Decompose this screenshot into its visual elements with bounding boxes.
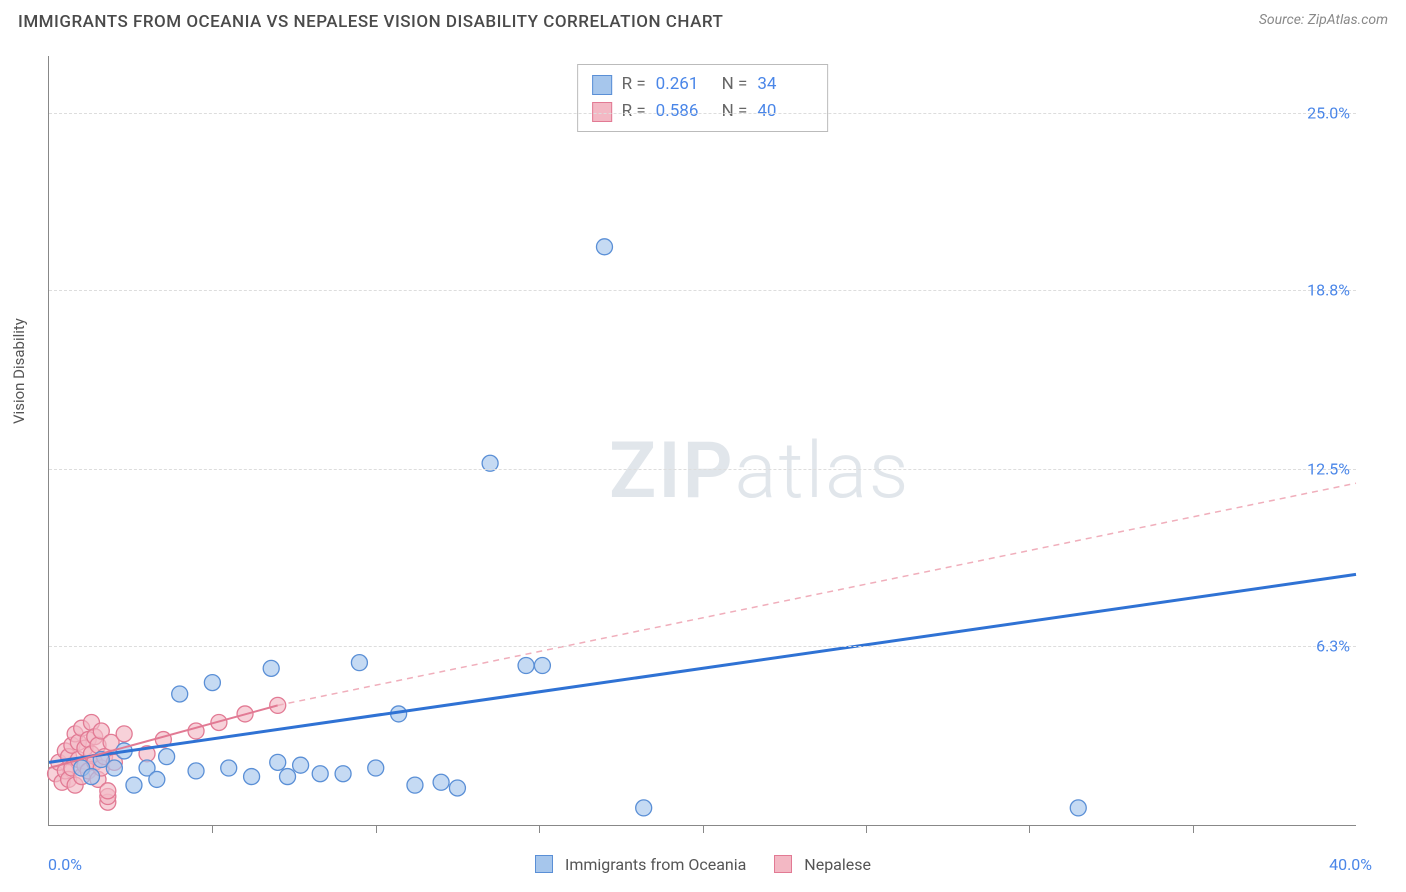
data-point	[1070, 800, 1086, 816]
data-point	[335, 766, 351, 782]
data-point	[263, 660, 279, 676]
x-tick	[703, 825, 704, 833]
data-point	[534, 658, 550, 674]
data-point	[636, 800, 652, 816]
chart-header: IMMIGRANTS FROM OCEANIA VS NEPALESE VISI…	[0, 0, 1406, 38]
data-point	[280, 769, 296, 785]
x-tick	[1029, 825, 1030, 833]
legend-swatch-nepalese-bottom	[774, 855, 792, 873]
data-point	[433, 774, 449, 790]
data-point	[116, 726, 132, 742]
series-legend: Immigrants from Oceania Nepalese	[0, 855, 1406, 874]
data-point	[126, 777, 142, 793]
data-point	[518, 658, 534, 674]
gridline	[49, 469, 1356, 470]
chart-area: Vision Disability ZIPatlas R = 0.261 N =…	[0, 44, 1406, 892]
data-point	[221, 760, 237, 776]
data-point	[106, 760, 122, 776]
data-point	[407, 777, 423, 793]
x-tick	[376, 825, 377, 833]
chart-source: Source: ZipAtlas.com	[1259, 12, 1388, 28]
y-axis-label: Vision Disability	[10, 318, 28, 424]
legend-label-oceania: Immigrants from Oceania	[565, 855, 746, 874]
trend-line-extrapolated	[278, 483, 1356, 705]
legend-swatch-oceania-bottom	[535, 855, 553, 873]
data-point	[159, 749, 175, 765]
data-point	[83, 769, 99, 785]
data-point	[244, 769, 260, 785]
data-point	[100, 783, 116, 799]
gridline	[49, 290, 1356, 291]
y-tick-label: 6.3%	[1316, 636, 1350, 655]
source-prefix: Source:	[1259, 12, 1308, 28]
data-point	[149, 771, 165, 787]
y-tick-label: 25.0%	[1307, 103, 1350, 122]
data-point	[188, 763, 204, 779]
legend-label-nepalese: Nepalese	[804, 855, 871, 874]
data-point	[596, 239, 612, 255]
data-point	[293, 757, 309, 773]
data-point	[204, 675, 220, 691]
plot-region: ZIPatlas R = 0.261 N = 34 R = 0.586 N = …	[48, 56, 1356, 826]
x-tick	[866, 825, 867, 833]
series-legend-item-oceania: Immigrants from Oceania	[535, 855, 746, 874]
data-point	[449, 780, 465, 796]
gridline	[49, 646, 1356, 647]
x-tick	[1193, 825, 1194, 833]
series-legend-item-nepalese: Nepalese	[774, 855, 871, 874]
plot-svg	[49, 56, 1356, 825]
data-point	[351, 655, 367, 671]
data-point	[368, 760, 384, 776]
source-name: ZipAtlas.com	[1308, 12, 1388, 28]
data-point	[270, 754, 286, 770]
x-tick	[212, 825, 213, 833]
gridline	[49, 113, 1356, 114]
y-tick-label: 18.8%	[1307, 280, 1350, 299]
trend-line	[49, 574, 1356, 762]
x-tick	[539, 825, 540, 833]
chart-title: IMMIGRANTS FROM OCEANIA VS NEPALESE VISI…	[18, 12, 723, 32]
y-tick-label: 12.5%	[1307, 459, 1350, 478]
data-point	[172, 686, 188, 702]
data-point	[312, 766, 328, 782]
